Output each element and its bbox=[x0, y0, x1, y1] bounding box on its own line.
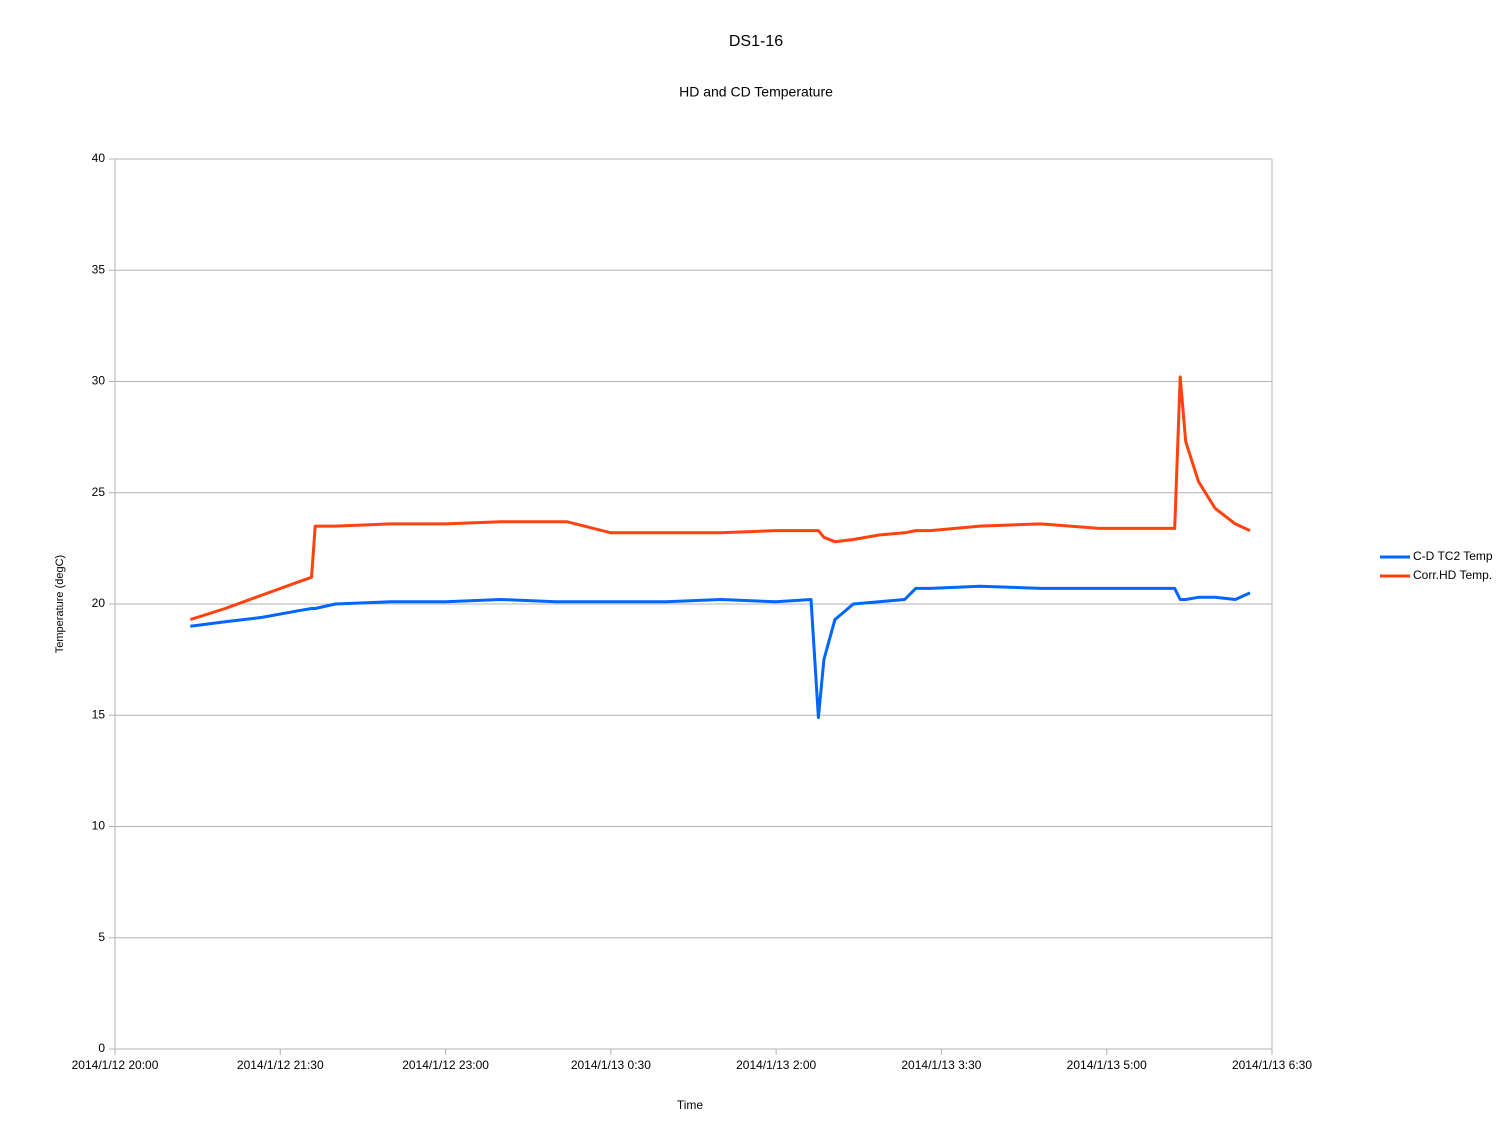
x-tick-label: 2014/1/12 23:00 bbox=[402, 1058, 489, 1072]
y-tick-label: 25 bbox=[92, 485, 106, 499]
y-tick-label: 5 bbox=[98, 930, 105, 944]
legend-label: C-D TC2 Temp bbox=[1413, 549, 1493, 563]
chart-title: DS1-16 bbox=[729, 33, 783, 50]
x-tick-label: 2014/1/13 5:00 bbox=[1067, 1058, 1147, 1072]
series-line bbox=[189, 375, 1251, 622]
x-tick-label: 2014/1/13 2:00 bbox=[736, 1058, 816, 1072]
x-tick-label: 2014/1/13 6:30 bbox=[1232, 1058, 1312, 1072]
x-axis-label: Time bbox=[677, 1098, 704, 1112]
y-tick-label: 20 bbox=[92, 596, 106, 610]
y-tick-label: 0 bbox=[98, 1041, 105, 1055]
y-tick-label: 10 bbox=[92, 819, 106, 833]
y-tick-label: 35 bbox=[92, 262, 106, 276]
x-tick-label: 2014/1/13 0:30 bbox=[571, 1058, 651, 1072]
series-line bbox=[190, 584, 1251, 719]
y-tick-label: 30 bbox=[92, 374, 106, 388]
y-tick-label: 15 bbox=[92, 707, 106, 721]
y-axis-label: Temperature (degC) bbox=[54, 555, 66, 653]
x-tick-label: 2014/1/12 20:00 bbox=[72, 1058, 159, 1072]
x-tick-label: 2014/1/13 3:30 bbox=[901, 1058, 981, 1072]
legend-label: Corr.HD Temp. bbox=[1413, 568, 1492, 582]
x-tick-label: 2014/1/12 21:30 bbox=[237, 1058, 324, 1072]
chart-subtitle: HD and CD Temperature bbox=[679, 84, 833, 100]
y-tick-label: 40 bbox=[92, 151, 106, 165]
